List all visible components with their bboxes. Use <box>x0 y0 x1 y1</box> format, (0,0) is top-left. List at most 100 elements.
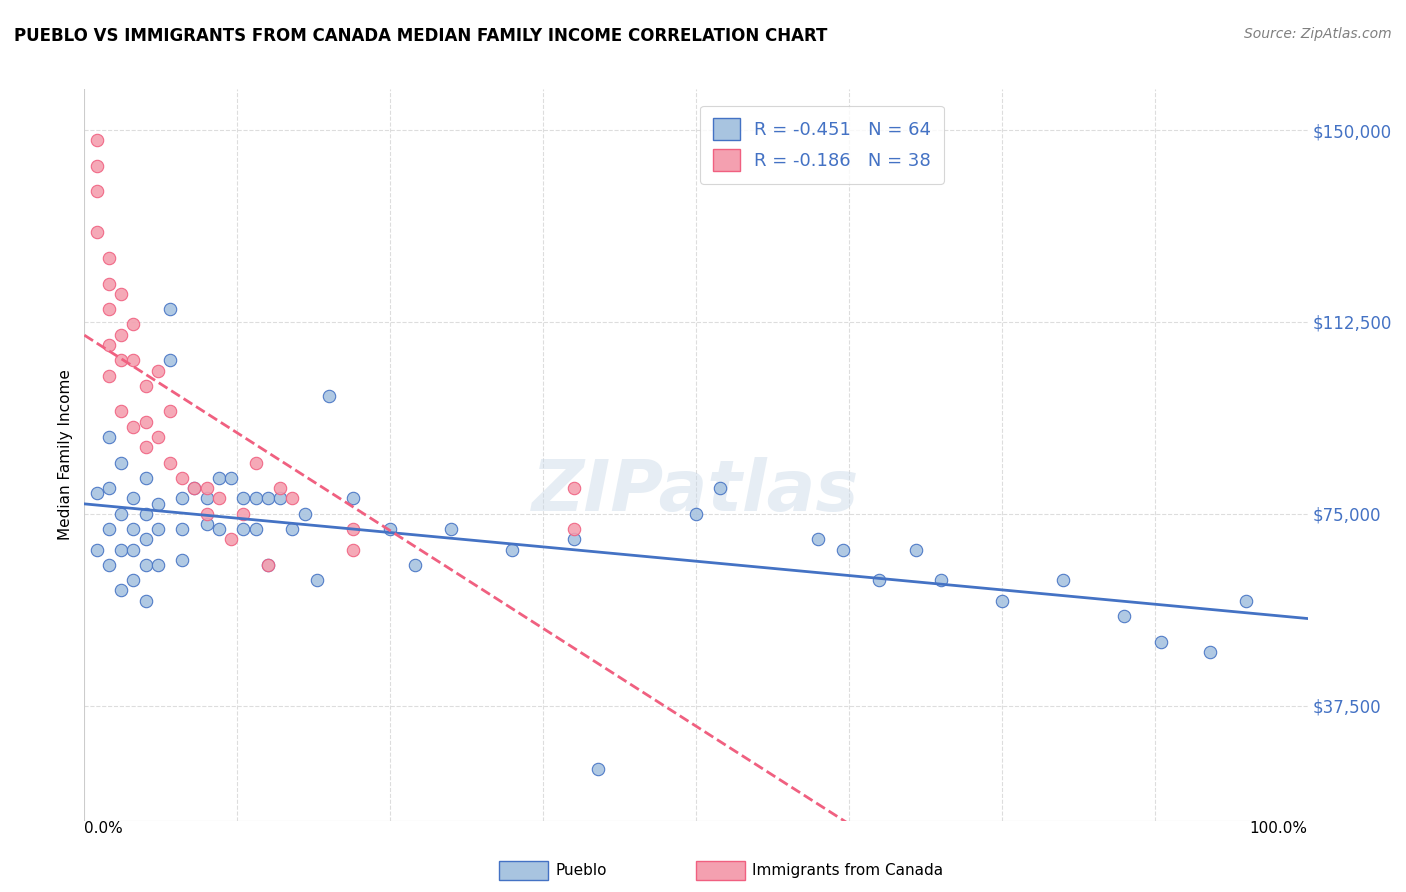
Point <box>183 481 205 495</box>
Point <box>929 573 952 587</box>
Point <box>869 573 891 587</box>
Point <box>122 419 145 434</box>
Point <box>172 491 194 506</box>
Text: ZIPatlas: ZIPatlas <box>533 457 859 526</box>
Point <box>195 491 218 506</box>
Point <box>86 185 108 199</box>
Point <box>86 486 108 500</box>
Point <box>219 471 242 485</box>
Point <box>159 302 181 317</box>
Point <box>318 389 340 403</box>
Point <box>245 522 267 536</box>
Point <box>110 286 132 301</box>
Point <box>208 471 231 485</box>
Point <box>135 533 157 547</box>
Point <box>172 522 194 536</box>
Point <box>502 542 524 557</box>
Point <box>380 522 402 536</box>
Point <box>1114 609 1136 624</box>
Point <box>1150 634 1173 648</box>
Point <box>294 507 316 521</box>
Point <box>257 558 280 572</box>
Point <box>831 542 853 557</box>
Point <box>97 302 120 317</box>
Point <box>208 491 231 506</box>
Point <box>97 277 120 291</box>
Point <box>97 522 120 536</box>
Point <box>146 363 169 377</box>
Point <box>135 471 157 485</box>
Point <box>110 456 132 470</box>
Point <box>562 522 585 536</box>
Point <box>159 353 181 368</box>
Point <box>562 481 585 495</box>
Point <box>342 522 364 536</box>
Point <box>1052 573 1074 587</box>
Point <box>110 327 132 342</box>
Point <box>122 491 145 506</box>
Point <box>135 379 157 393</box>
Point <box>135 558 157 572</box>
Point <box>159 404 181 418</box>
Point <box>146 558 169 572</box>
Point <box>905 542 928 557</box>
Point <box>440 522 463 536</box>
Point <box>146 522 169 536</box>
Point <box>404 558 426 572</box>
Point <box>110 507 132 521</box>
Point <box>110 583 132 598</box>
Point <box>685 507 707 521</box>
Point <box>86 226 108 240</box>
Point <box>991 593 1014 607</box>
Point <box>110 542 132 557</box>
Point <box>342 542 364 557</box>
Point <box>257 558 280 572</box>
Text: 0.0%: 0.0% <box>84 821 124 836</box>
Point <box>195 516 218 531</box>
Legend: R = -0.451   N = 64, R = -0.186   N = 38: R = -0.451 N = 64, R = -0.186 N = 38 <box>700 105 943 184</box>
Point <box>122 522 145 536</box>
Point <box>709 481 731 495</box>
Point <box>208 522 231 536</box>
Point <box>122 573 145 587</box>
Point <box>97 430 120 444</box>
Point <box>146 496 169 510</box>
Point <box>97 558 120 572</box>
Point <box>159 456 181 470</box>
Point <box>219 533 242 547</box>
Point <box>86 159 108 173</box>
Point <box>135 593 157 607</box>
Point <box>245 456 267 470</box>
Point <box>97 481 120 495</box>
Text: Immigrants from Canada: Immigrants from Canada <box>752 863 943 878</box>
Point <box>97 368 120 383</box>
Point <box>122 542 145 557</box>
Point <box>135 507 157 521</box>
Point <box>232 507 254 521</box>
Point <box>110 404 132 418</box>
Text: PUEBLO VS IMMIGRANTS FROM CANADA MEDIAN FAMILY INCOME CORRELATION CHART: PUEBLO VS IMMIGRANTS FROM CANADA MEDIAN … <box>14 27 828 45</box>
Point <box>122 318 145 332</box>
Point <box>110 353 132 368</box>
Point <box>146 430 169 444</box>
Point <box>97 338 120 352</box>
Point <box>586 763 609 777</box>
Y-axis label: Median Family Income: Median Family Income <box>58 369 73 541</box>
Point <box>135 415 157 429</box>
Point <box>342 491 364 506</box>
Point <box>232 491 254 506</box>
Text: 100.0%: 100.0% <box>1250 821 1308 836</box>
Point <box>245 491 267 506</box>
Point <box>269 491 291 506</box>
Point <box>172 471 194 485</box>
Text: Pueblo: Pueblo <box>555 863 607 878</box>
Point <box>281 491 304 506</box>
Point <box>172 553 194 567</box>
Point <box>1236 593 1258 607</box>
Point <box>269 481 291 495</box>
Point <box>281 522 304 536</box>
Point <box>97 251 120 265</box>
Point <box>135 440 157 454</box>
Text: Source: ZipAtlas.com: Source: ZipAtlas.com <box>1244 27 1392 41</box>
Point <box>305 573 328 587</box>
